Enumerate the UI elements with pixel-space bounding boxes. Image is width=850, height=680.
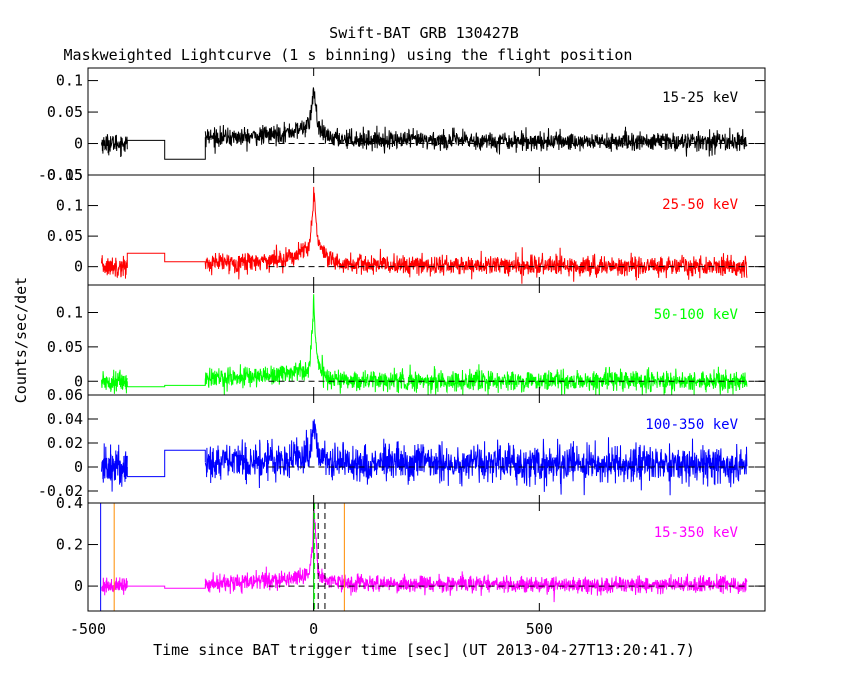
x-tick-label: -500 (70, 620, 106, 638)
series-line-pre (101, 255, 128, 279)
panel-1: 0.15 0.1 0.05 0 25-50 keV (47, 166, 766, 286)
figure-subtitle: Maskweighted Lightcurve (1 s binning) us… (64, 46, 633, 64)
y-tick-label: 0.1 (56, 72, 83, 90)
series-line-pre (101, 369, 128, 394)
series-line-pre (101, 134, 128, 158)
y-tick-label: 0.1 (56, 197, 83, 215)
series-line-main (204, 419, 748, 496)
band-label: 15-25 keV (662, 90, 738, 106)
gap-segment (126, 378, 206, 388)
y-tick-label: 0 (74, 258, 83, 276)
y-tick-label: -0.05 (38, 166, 83, 184)
series-line-main (204, 87, 748, 157)
panel-2: 0.1 0.05 0 50-100 keV (47, 284, 766, 396)
y-tick-label: 0.4 (56, 494, 83, 512)
y-tick-label: 0 (74, 372, 83, 390)
panel-4: 0.4 0.2 0 15-350 keV (56, 494, 766, 612)
band-label: 100-350 keV (645, 417, 738, 433)
figure-title: Swift-BAT GRB 130427B (329, 24, 519, 42)
x-tick-label: 0 (309, 620, 318, 638)
band-label: 25-50 keV (662, 197, 738, 213)
panel-frame (87, 502, 766, 612)
gap-segment (126, 449, 206, 478)
y-tick-label: 0.06 (47, 386, 83, 404)
series-line-main (204, 186, 748, 284)
gap-segment (127, 584, 206, 589)
series-line-pre (101, 443, 128, 492)
y-tick-label: 0 (74, 458, 83, 476)
panel-frame (87, 394, 766, 504)
y-tick-label: 0.15 (47, 166, 83, 184)
gap-segment (126, 137, 206, 160)
y-tick-label: 0.02 (47, 434, 83, 452)
y-tick-label: 0 (74, 577, 83, 595)
y-axis-label: Counts/sec/det (12, 277, 30, 403)
y-tick-label: 0.04 (47, 410, 83, 428)
gap-segment (126, 252, 206, 267)
y-tick-label: 0.05 (47, 103, 83, 121)
y-tick-label: 0 (74, 135, 83, 153)
panel-3: 0.06 0.04 0.02 0 -0.02 100-350 keV (38, 386, 766, 504)
panels-group: 0.1 0.05 0 -0.05 15-25 keV 0.15 0.1 0.05 0 25-50 … (38, 67, 766, 638)
panel-0: 0.1 0.05 0 -0.05 15-25 keV (38, 67, 766, 184)
band-label: 15-350 keV (654, 525, 739, 541)
y-tick-label: -0.02 (38, 482, 83, 500)
y-tick-label: 0.05 (47, 338, 83, 356)
series-line-main (204, 294, 748, 396)
band-label: 50-100 keV (654, 307, 739, 323)
y-tick-label: 0.1 (56, 304, 83, 322)
x-tick-label: 500 (526, 620, 553, 638)
x-axis-label: Time since BAT trigger time [sec] (UT 20… (153, 641, 695, 659)
y-tick-label: 0.05 (47, 227, 83, 245)
series-line-main (204, 506, 748, 603)
y-tick-label: 0.2 (56, 536, 83, 554)
